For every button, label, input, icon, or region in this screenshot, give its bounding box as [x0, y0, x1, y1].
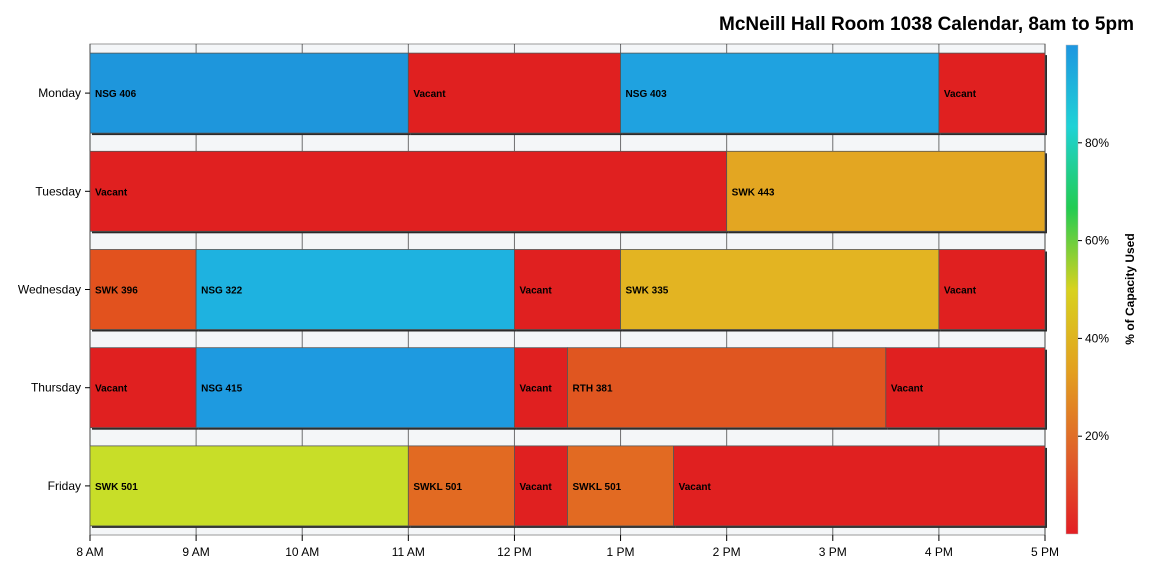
event-label: SWK 443 [732, 187, 775, 198]
event-bar[interactable]: Vacant [938, 52, 1047, 136]
event-label: SWKL 501 [573, 482, 622, 493]
event-bar[interactable]: Vacant [885, 347, 1047, 430]
x-tick-label: 3 PM [819, 545, 847, 559]
chart-title: McNeill Hall Room 1038 Calendar, 8am to … [719, 14, 1134, 35]
event-bar[interactable]: SWK 443 [726, 150, 1047, 234]
event-bar-rect[interactable] [885, 347, 1046, 429]
event-bar[interactable]: Vacant [407, 52, 623, 136]
event-bar-rect[interactable] [407, 52, 621, 134]
event-label: Vacant [519, 384, 552, 395]
event-bar[interactable]: NSG 403 [620, 52, 941, 136]
event-bar[interactable]: Vacant [673, 445, 1047, 528]
event-bar[interactable]: Vacant [938, 249, 1047, 332]
x-tick-label: 10 AM [285, 545, 319, 559]
x-tick-label: 11 AM [392, 545, 425, 559]
event-bar[interactable]: Vacant [514, 347, 570, 430]
day-label: Wednesday [18, 283, 81, 297]
event-bar-rect[interactable] [89, 445, 409, 527]
event-bar[interactable]: SWKL 501 [407, 445, 517, 528]
colorbar-tick-label: 40% [1085, 331, 1109, 345]
event-bar[interactable]: SWK 501 [89, 445, 411, 528]
colorbar-tick-label: 80% [1085, 136, 1109, 150]
event-bar[interactable]: SWK 335 [620, 249, 941, 332]
event-label: Vacant [944, 286, 977, 297]
event-bar-rect[interactable] [89, 52, 409, 134]
day-label: Monday [38, 86, 81, 100]
event-label: NSG 403 [626, 89, 668, 100]
event-bar-rect[interactable] [567, 347, 887, 429]
event-bar[interactable]: Vacant [89, 150, 729, 234]
x-tick-label: 12 PM [497, 545, 532, 559]
event-label: NSG 415 [201, 384, 243, 395]
event-label: NSG 322 [201, 286, 243, 297]
event-bar[interactable]: RTH 381 [567, 347, 888, 430]
x-tick-label: 5 PM [1031, 545, 1059, 559]
event-bar-rect[interactable] [726, 150, 1046, 232]
event-bar-rect[interactable] [195, 249, 515, 330]
colorbar-tick-label: 60% [1085, 234, 1109, 248]
event-bar-rect[interactable] [620, 249, 940, 330]
event-label: SWK 396 [95, 286, 138, 297]
x-tick-label: 4 PM [925, 545, 953, 559]
event-bar[interactable]: Vacant [514, 249, 623, 332]
colorbar [1065, 44, 1079, 535]
day-label: Friday [48, 479, 81, 493]
colorbar-tick-label: 20% [1085, 429, 1109, 443]
event-bar[interactable]: Vacant [514, 445, 570, 528]
event-bar[interactable]: SWKL 501 [567, 445, 676, 528]
event-label: Vacant [95, 187, 128, 198]
event-bar-rect[interactable] [407, 445, 515, 527]
event-bar[interactable]: NSG 322 [195, 249, 517, 332]
event-bar[interactable]: NSG 406 [89, 52, 411, 136]
day-label: Tuesday [35, 184, 81, 198]
event-label: Vacant [519, 286, 552, 297]
event-bar-rect[interactable] [89, 150, 728, 232]
day-label: Thursday [31, 381, 81, 395]
event-bar-rect[interactable] [620, 52, 940, 134]
event-bar-rect[interactable] [514, 249, 621, 330]
event-label: Vacant [519, 482, 552, 493]
event-label: Vacant [679, 482, 712, 493]
x-tick-label: 8 AM [76, 545, 103, 559]
event-bar[interactable]: SWK 396 [89, 249, 199, 332]
colorbar-title: % of Capacity Used [1123, 233, 1137, 344]
event-label: SWK 501 [95, 482, 138, 493]
event-bar-rect[interactable] [195, 347, 515, 429]
event-label: Vacant [95, 384, 128, 395]
event-bar-rect[interactable] [514, 347, 568, 429]
event-label: RTH 381 [573, 384, 613, 395]
event-label: Vacant [944, 89, 977, 100]
x-tick-label: 2 PM [713, 545, 741, 559]
event-bar[interactable]: Vacant [89, 347, 199, 430]
event-bar-rect[interactable] [938, 52, 1046, 134]
event-bar-rect[interactable] [567, 445, 675, 527]
event-bar-rect[interactable] [89, 249, 197, 330]
event-bar[interactable]: NSG 415 [195, 347, 517, 430]
event-label: Vacant [413, 89, 446, 100]
event-bar-rect[interactable] [514, 445, 568, 527]
x-tick-label: 9 AM [182, 545, 209, 559]
x-tick-label: 1 PM [607, 545, 635, 559]
event-bar-rect[interactable] [938, 249, 1046, 330]
event-label: SWK 335 [626, 286, 669, 297]
event-bar-rect[interactable] [89, 347, 197, 429]
event-label: Vacant [891, 384, 924, 395]
event-bar-rect[interactable] [673, 445, 1046, 527]
event-label: NSG 406 [95, 89, 137, 100]
event-label: SWKL 501 [413, 482, 462, 493]
